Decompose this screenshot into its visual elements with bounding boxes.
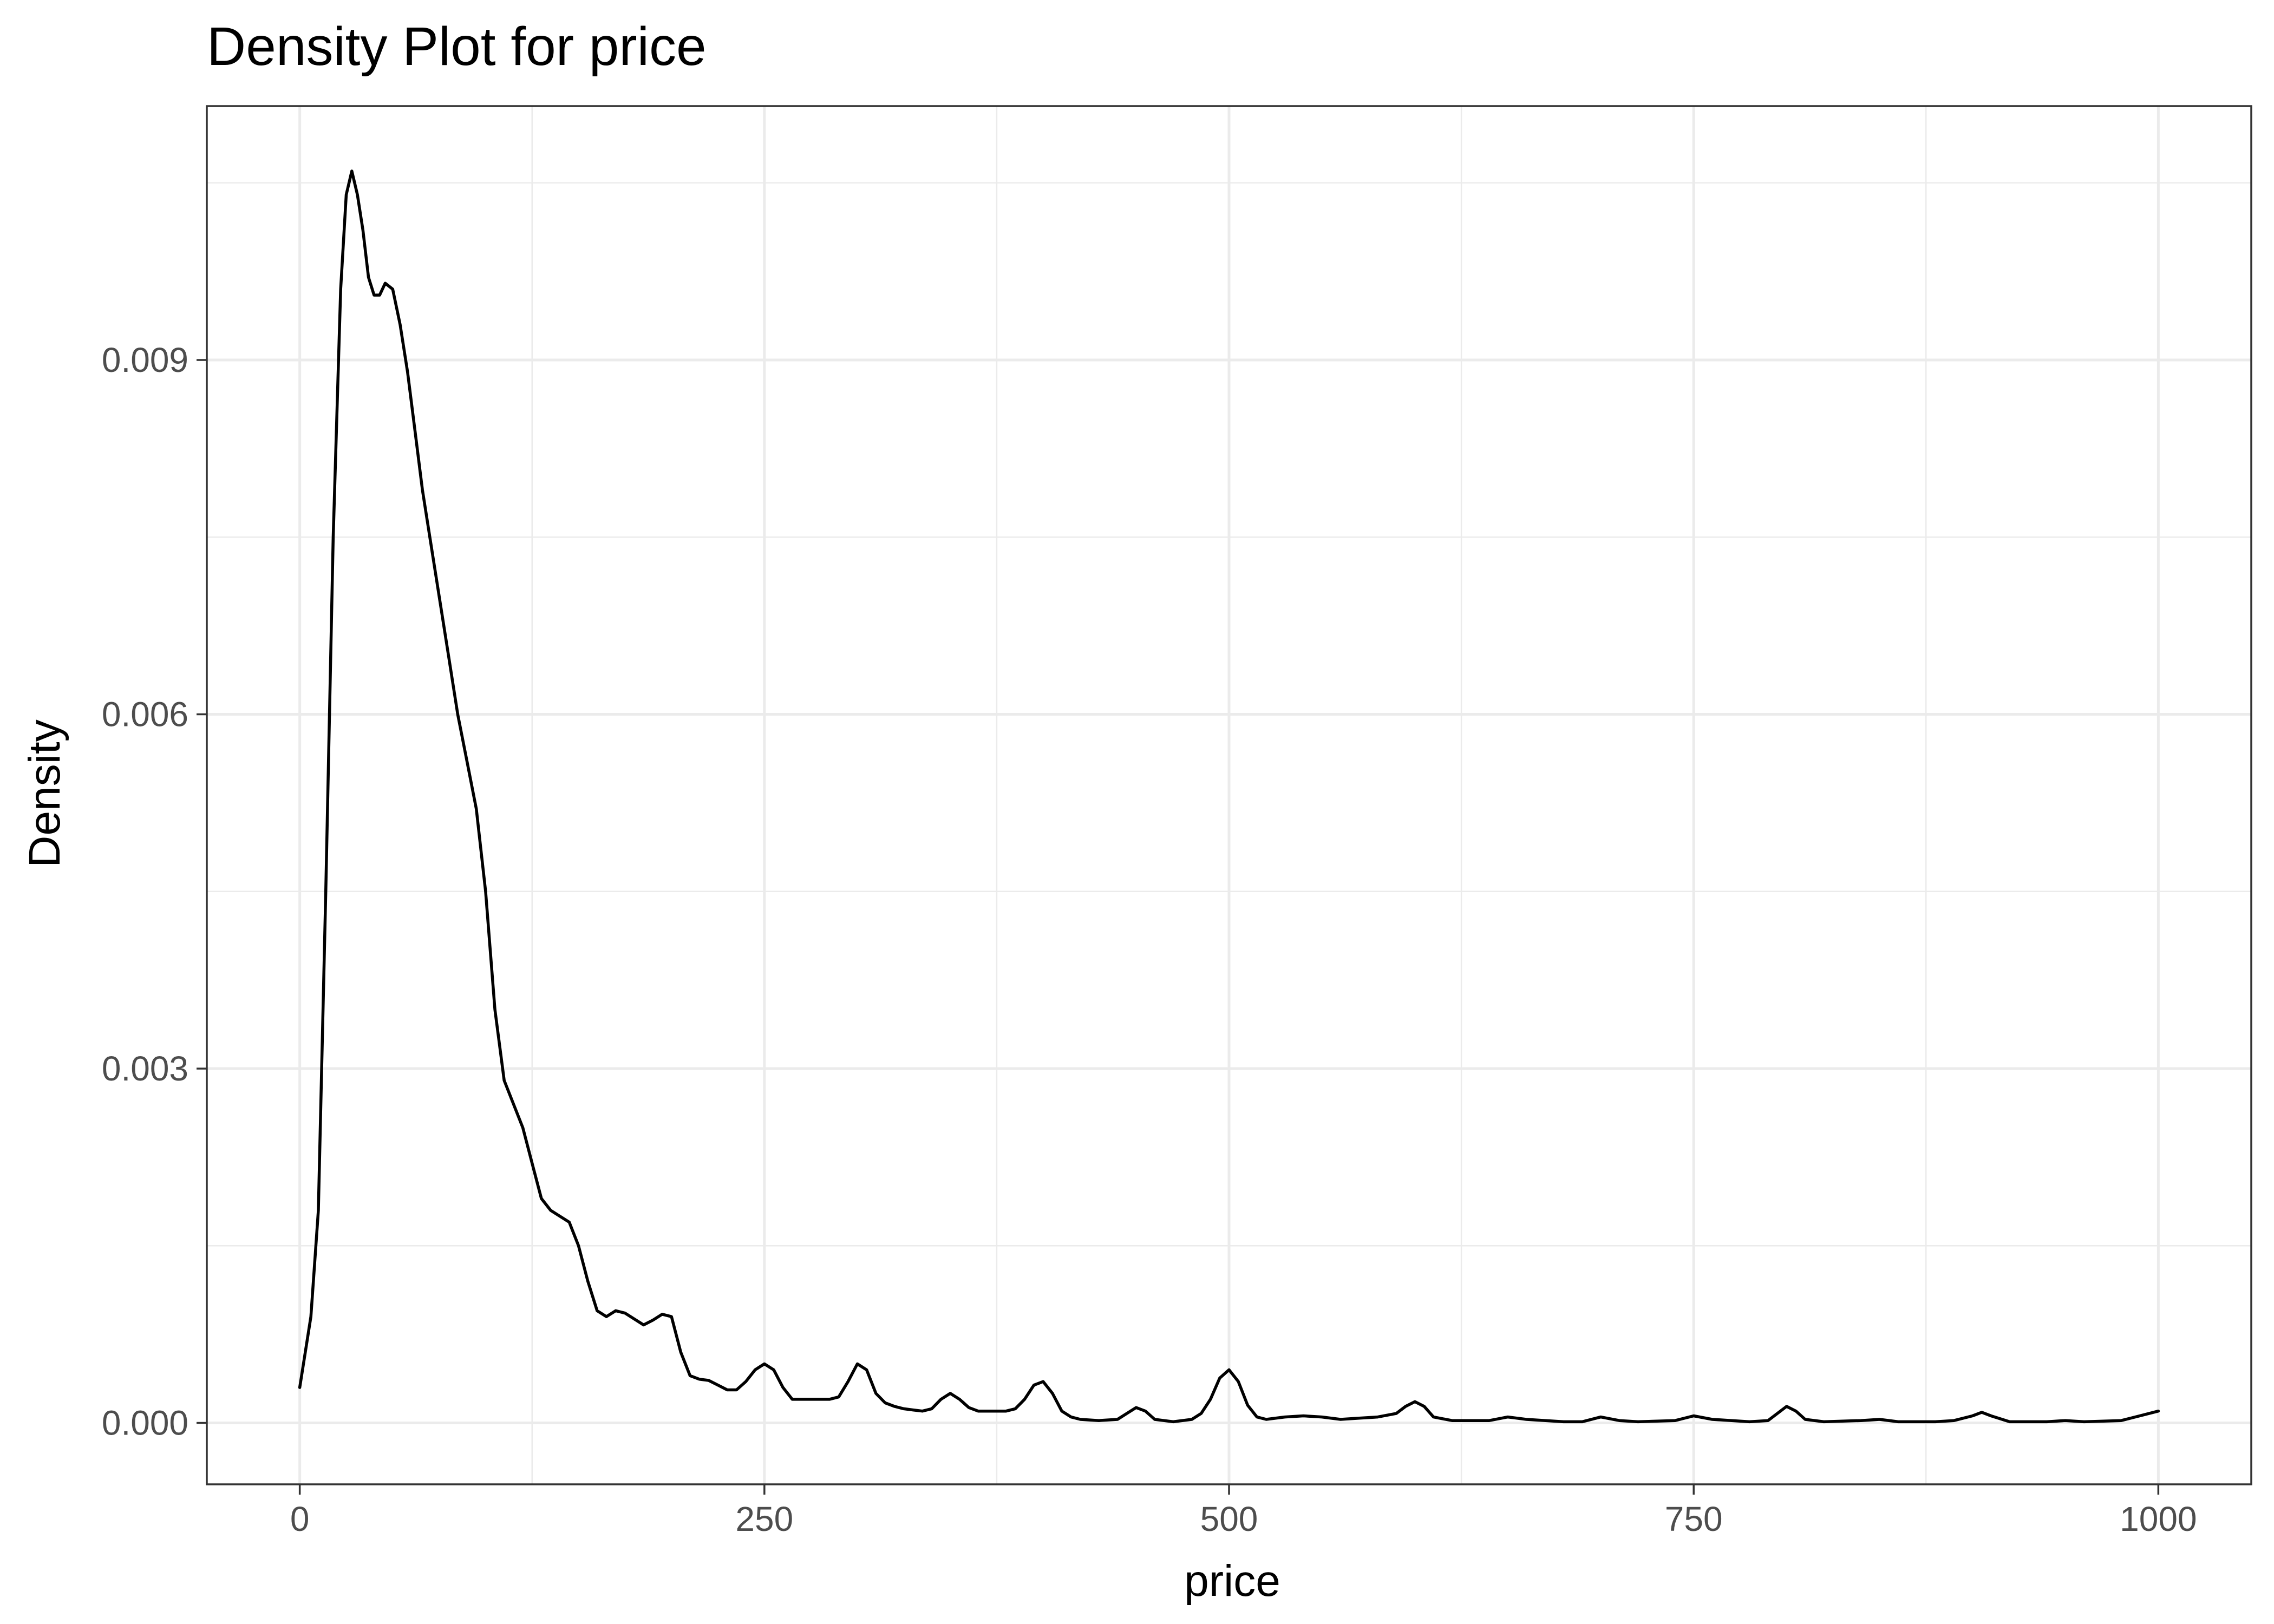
y-tick-label: 0.009 xyxy=(102,340,188,379)
y-tick-label: 0.000 xyxy=(102,1404,188,1443)
x-tick-label: 0 xyxy=(290,1499,310,1538)
x-tick-label: 250 xyxy=(735,1499,793,1538)
y-tick-label: 0.006 xyxy=(102,695,188,734)
x-tick-label: 1000 xyxy=(2120,1499,2197,1538)
axis-ticks: 0 250 500 750 1000 0.000 0.003 0.006 0.009 xyxy=(102,340,2197,1538)
x-tick-label: 500 xyxy=(1200,1499,1258,1538)
chart-title: Density Plot for price xyxy=(207,16,707,77)
density-curve xyxy=(298,169,2160,1424)
y-tick-label: 0.003 xyxy=(102,1049,188,1088)
x-tick-label: 750 xyxy=(1665,1499,1723,1538)
y-axis-title: Density xyxy=(20,719,69,867)
x-axis-title: price xyxy=(1184,1556,1280,1606)
